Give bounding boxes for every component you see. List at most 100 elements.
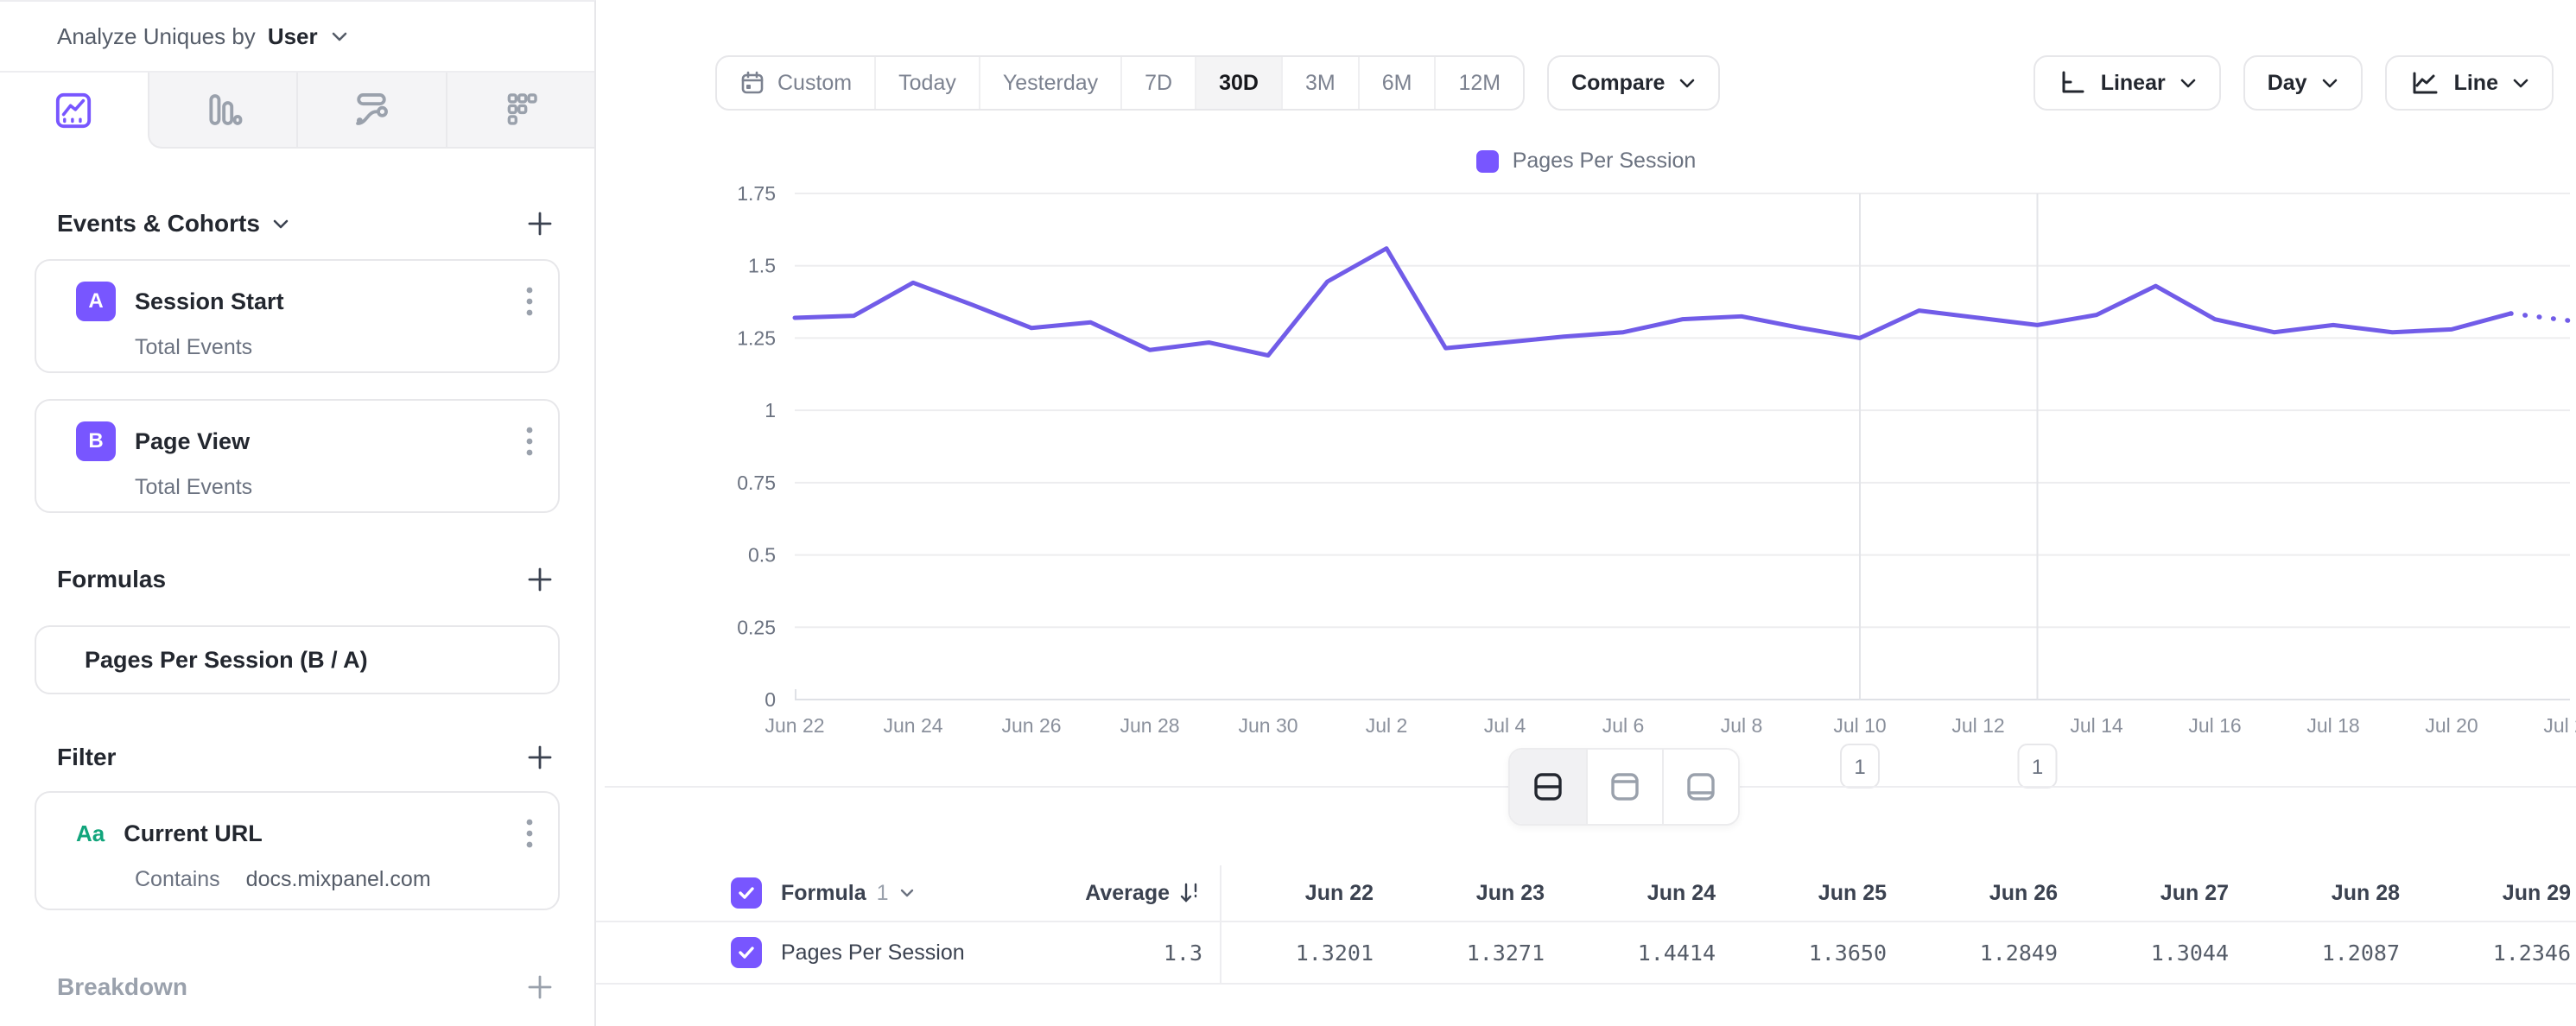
formula-card[interactable]: Pages Per Session (B / A) <box>35 625 560 694</box>
calendar-icon <box>741 71 764 94</box>
x-axis-label: Jul 2 <box>1366 714 1408 737</box>
event-title[interactable]: Session Start <box>135 288 284 314</box>
filter-card[interactable]: Aa Current URL Contains docs.mixpanel.co… <box>35 791 560 910</box>
check-icon <box>739 887 754 899</box>
cell-jun-28: 1.2087 <box>2321 940 2400 966</box>
event-card-b[interactable]: B Page View Total Events <box>35 399 560 513</box>
grid-dots-icon <box>507 93 537 125</box>
range-7d[interactable]: 7D <box>1120 57 1195 109</box>
range-30d[interactable]: 30D <box>1195 57 1281 109</box>
chevron-down-icon <box>2322 79 2337 87</box>
filter-value[interactable]: docs.mixpanel.com <box>245 867 431 891</box>
range-yesterday[interactable]: Yesterday <box>978 57 1120 109</box>
granularity-dropdown[interactable]: Day <box>2243 55 2363 111</box>
range-12m[interactable]: 12M <box>1434 57 1523 109</box>
table-row[interactable]: Pages Per Session 1.3 1.3201 1.3271 1.4414… <box>596 922 2576 985</box>
kebab-menu-icon[interactable] <box>525 816 534 851</box>
chart-type-dropdown[interactable]: Line <box>2384 55 2554 111</box>
x-axis-label: Jul 14 <box>2070 714 2123 737</box>
sort-icon[interactable] <box>1178 880 1202 906</box>
event-badge-a: A <box>76 282 116 321</box>
add-breakdown-button[interactable] <box>525 972 555 1002</box>
x-axis-label: Jun 24 <box>883 714 942 737</box>
range-3m[interactable]: 3M <box>1280 57 1358 109</box>
tab-funnels[interactable] <box>147 73 296 149</box>
select-all-checkbox[interactable] <box>731 877 762 909</box>
row-checkbox[interactable] <box>731 937 762 968</box>
x-axis-label: Jul 22 <box>2543 714 2576 737</box>
x-axis-label: Jul 8 <box>1721 714 1763 737</box>
events-section-title[interactable]: Events & Cohorts <box>57 210 289 238</box>
events-section-header: Events & Cohorts <box>57 209 555 238</box>
formula-header-dropdown[interactable]: Formula 1 <box>781 881 915 906</box>
series-name: Pages Per Session <box>781 940 965 965</box>
range-6m[interactable]: 6M <box>1357 57 1435 109</box>
table-only-icon <box>1687 773 1715 801</box>
column-header-jun-28: Jun 28 <box>2331 880 2400 905</box>
column-header-jun-29: Jun 29 <box>2502 880 2571 905</box>
annotation-badge[interactable] <box>1840 744 1880 788</box>
date-range-toolbar: Custom Today Yesterday 7D 30D 3M 6M 12M Compare <box>715 55 1721 111</box>
filter-property[interactable]: Current URL <box>124 820 263 846</box>
legend-label: Pages Per Session <box>1512 149 1697 173</box>
x-axis-label: Jun 28 <box>1120 714 1179 737</box>
x-axis-label: Jul 4 <box>1484 714 1526 737</box>
add-event-button[interactable] <box>525 209 555 238</box>
date-range-segmented-control: Custom Today Yesterday 7D 30D 3M 6M 12M <box>715 55 1526 111</box>
add-filter-button[interactable] <box>525 743 555 772</box>
event-title[interactable]: Page View <box>135 428 251 454</box>
x-axis-label: Jun 22 <box>765 714 824 737</box>
property-type-badge: Aa <box>76 820 105 846</box>
annotation-badge[interactable] <box>2017 744 2058 788</box>
insights-line-chart-icon <box>56 92 92 129</box>
breakdown-section-title: Breakdown <box>57 973 187 1000</box>
y-axis-label: 0.75 <box>737 472 776 494</box>
line-chart[interactable]: 0 0.25 0.5 0.75 1 1.25 1.5 1.75 1 1 Jun 22 Jun 24 Ju… <box>596 125 2576 825</box>
layout-split-view-button[interactable] <box>1510 750 1586 824</box>
annotation-count: 1 <box>2032 756 2043 779</box>
average-column-header[interactable]: Average <box>1085 880 1202 906</box>
linear-axis-icon <box>2062 71 2084 93</box>
sidebar: Analyze Uniques by User <box>0 0 596 1026</box>
layout-table-only-button[interactable] <box>1662 750 1738 824</box>
tab-flows[interactable] <box>296 73 446 149</box>
analyze-label: Analyze Uniques by <box>57 22 256 49</box>
chevron-down-icon <box>2180 79 2196 87</box>
chart-legend: Pages Per Session <box>596 149 2576 177</box>
range-custom[interactable]: Custom <box>717 57 874 109</box>
tab-retention[interactable] <box>445 73 594 149</box>
kebab-menu-icon[interactable] <box>525 424 534 459</box>
filter-operator[interactable]: Contains <box>135 867 220 891</box>
y-axis-label: 1.5 <box>748 255 776 277</box>
breakdown-section-header: Breakdown <box>57 972 555 1002</box>
check-icon <box>739 947 754 959</box>
legend-swatch <box>1475 149 1499 173</box>
layout-chart-only-button[interactable] <box>1586 750 1662 824</box>
formula-expression[interactable]: Pages Per Session (B / A) <box>85 646 368 673</box>
chart-options-toolbar: Linear Day Line <box>2033 55 2554 111</box>
cell-jun-25: 1.3650 <box>1808 940 1887 966</box>
range-today[interactable]: Today <box>874 57 979 109</box>
line-chart-icon <box>2413 72 2438 94</box>
layout-toggle-group <box>1508 748 1740 826</box>
analyze-value-dropdown[interactable]: User <box>267 22 318 49</box>
chevron-down-icon <box>1680 79 1695 87</box>
y-axis-label: 0 <box>765 688 776 711</box>
series-line[interactable] <box>792 246 2513 358</box>
x-axis-label: Jul 20 <box>2425 714 2478 737</box>
column-header-jun-25: Jun 25 <box>1818 880 1887 905</box>
cell-jun-27: 1.3044 <box>2150 940 2229 966</box>
y-axis-label: 1.75 <box>737 182 776 205</box>
analyze-uniques-row: Analyze Uniques by User <box>0 2 594 71</box>
add-formula-button[interactable] <box>525 565 555 594</box>
event-measurement[interactable]: Total Events <box>135 475 253 499</box>
filter-section-title: Filter <box>57 744 117 770</box>
kebab-menu-icon[interactable] <box>525 284 534 319</box>
annotation-count: 1 <box>1854 756 1865 779</box>
tab-insights[interactable] <box>0 73 148 149</box>
event-badge-b: B <box>76 421 116 461</box>
event-card-a[interactable]: A Session Start Total Events <box>35 259 560 373</box>
compare-button[interactable]: Compare <box>1547 55 1721 111</box>
scale-dropdown[interactable]: Linear <box>2033 55 2221 111</box>
event-measurement[interactable]: Total Events <box>135 335 253 359</box>
